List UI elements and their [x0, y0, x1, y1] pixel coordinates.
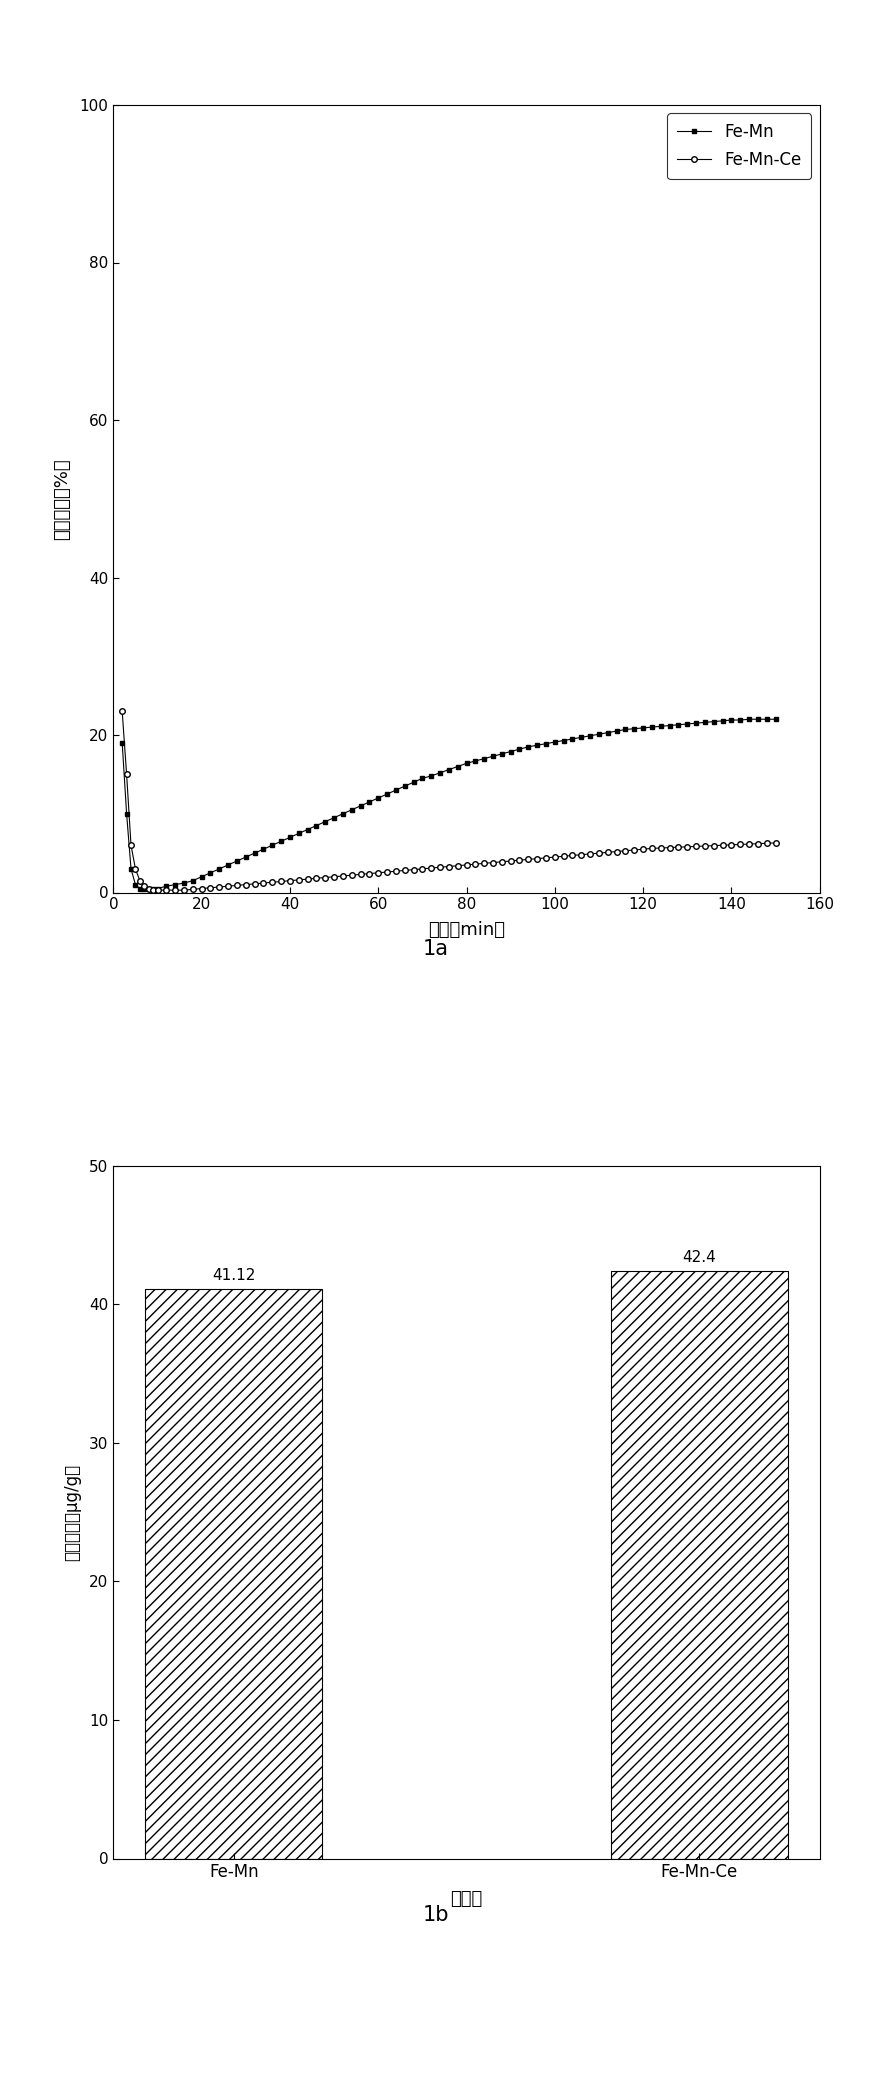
Fe-Mn-Ce — [594, 840, 604, 865]
Fe-Mn — [770, 706, 780, 733]
Fe-Mn-Ce — [770, 830, 780, 855]
X-axis label: 吸附剂: 吸附剂 — [451, 1890, 482, 1907]
Fe-Mn-Ce — [487, 850, 498, 876]
Bar — [610, 1270, 787, 1858]
Text: 42.4: 42.4 — [682, 1250, 716, 1266]
Text: 1a: 1a — [423, 939, 449, 960]
Fe-Mn-Ce — [258, 869, 269, 895]
X-axis label: 时间（min）: 时间（min） — [428, 920, 505, 939]
Legend: Fe-Mn, Fe-Mn-Ce: Fe-Mn, Fe-Mn-Ce — [667, 113, 811, 178]
Fe-Mn-Ce — [117, 699, 127, 724]
Fe-Mn — [744, 706, 754, 733]
Fe-Mn — [276, 830, 286, 855]
Fe-Mn — [117, 731, 127, 756]
Fe-Mn-Ce — [276, 869, 286, 895]
Fe-Mn-Ce — [373, 861, 384, 886]
Fe-Mn — [258, 836, 269, 861]
Line: Fe-Mn-Ce: Fe-Mn-Ce — [119, 708, 779, 892]
Fe-Mn — [364, 790, 375, 815]
Line: Fe-Mn: Fe-Mn — [119, 716, 778, 890]
Fe-Mn — [487, 743, 498, 769]
Text: 1b: 1b — [423, 1905, 449, 1926]
Fe-Mn — [594, 722, 604, 748]
Text: 41.12: 41.12 — [212, 1268, 255, 1283]
Fe-Mn-Ce — [364, 861, 375, 886]
Fe-Mn — [373, 785, 384, 811]
Fe-Mn-Ce — [148, 878, 159, 903]
Fe-Mn — [134, 876, 145, 901]
Y-axis label: 汞穿透率（%）: 汞穿透率（%） — [53, 458, 72, 540]
Bar — [146, 1289, 323, 1858]
Y-axis label: 汞吸附量（μg/g）: 汞吸附量（μg/g） — [63, 1464, 81, 1560]
